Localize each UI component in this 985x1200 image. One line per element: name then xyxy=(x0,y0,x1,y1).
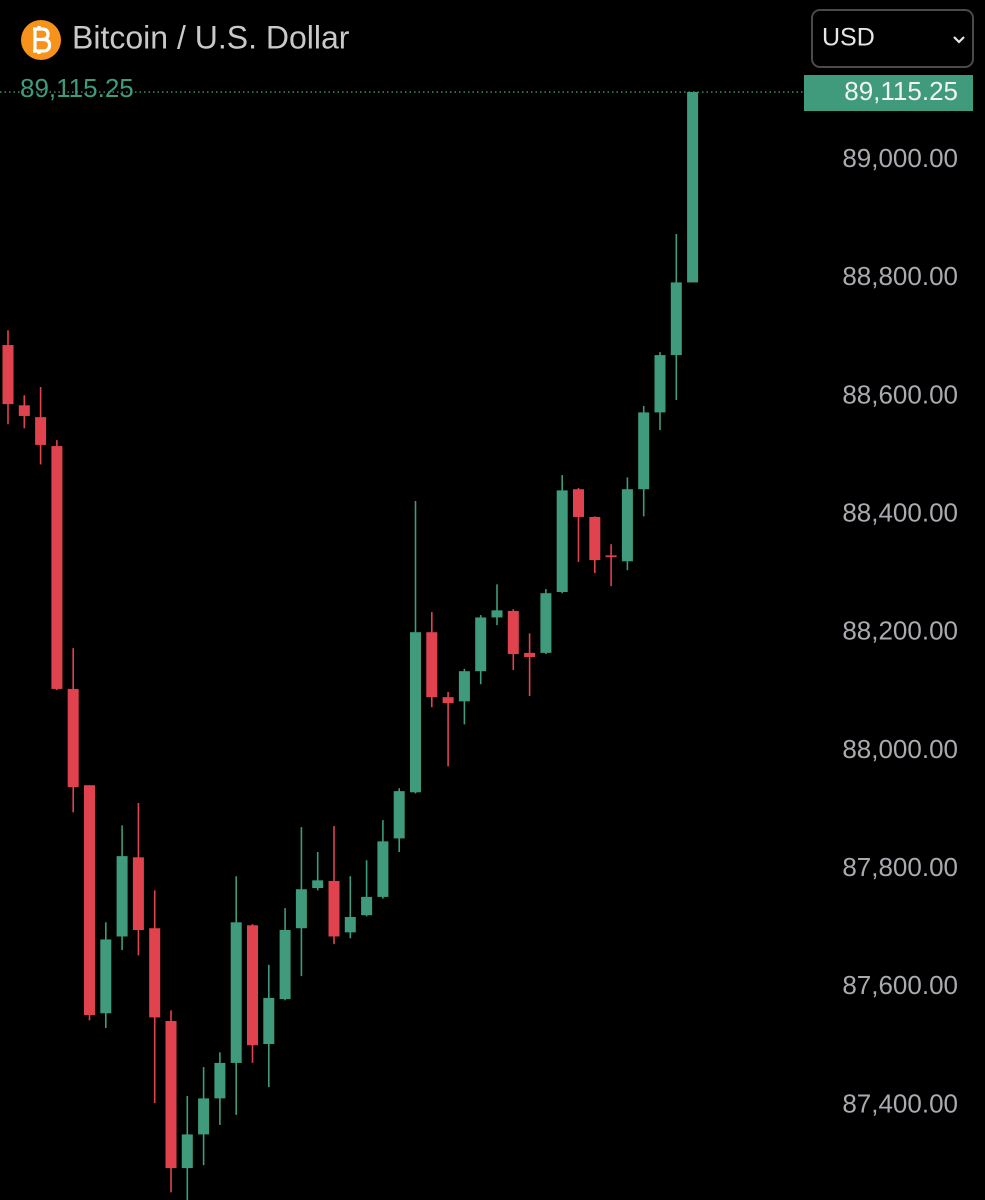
candle-body xyxy=(458,671,470,702)
candle-body xyxy=(198,1098,210,1135)
chevron[interactable] xyxy=(953,36,965,44)
candle-body xyxy=(589,516,601,561)
candle-body xyxy=(67,688,79,788)
candle-body xyxy=(573,489,584,517)
candle-body xyxy=(84,785,95,1016)
candle-body xyxy=(2,345,14,405)
candle-body xyxy=(181,1134,193,1169)
y-tick-label: 87,600.00 xyxy=(842,970,958,1000)
candle-body xyxy=(149,928,161,1018)
candle-body xyxy=(540,593,552,653)
candle-body xyxy=(100,939,112,1014)
candle-body xyxy=(377,841,389,897)
candle-body xyxy=(605,555,617,558)
y-tick-label: 88,600.00 xyxy=(842,379,958,409)
candle-body xyxy=(393,791,405,839)
plot-area: 87,400.00 87,600.00 87,800.00 88,000.00 88,2… xyxy=(0,73,973,1200)
last-price-left-label: 89,115.25 xyxy=(20,73,134,103)
candle-body xyxy=(654,355,666,413)
candle-body xyxy=(507,610,519,655)
candle-body xyxy=(524,652,536,658)
candle-body xyxy=(475,617,487,672)
candle-body xyxy=(230,922,242,1063)
last-price-tag-label: 89,115.25 xyxy=(844,76,958,106)
candle-body xyxy=(312,880,324,889)
candle-body xyxy=(165,1020,177,1169)
bitcoin-icon xyxy=(21,20,61,60)
candle-body xyxy=(116,856,128,937)
currency-label[interactable]: USD xyxy=(822,24,875,52)
y-tick-label: 88,400.00 xyxy=(842,497,958,527)
candle-body xyxy=(442,697,454,704)
last-price-tag xyxy=(804,75,973,112)
candle-body xyxy=(279,929,291,1000)
candle-body xyxy=(247,925,258,1046)
candle-body xyxy=(621,489,633,562)
currency-select[interactable]: USD xyxy=(811,9,974,68)
candle-body xyxy=(263,997,275,1045)
candle-body xyxy=(35,417,47,445)
candle-body xyxy=(344,916,356,933)
candle-body xyxy=(491,610,503,618)
candle-body xyxy=(295,889,307,929)
candle-body xyxy=(638,412,650,490)
y-tick-label: 87,800.00 xyxy=(842,852,958,882)
y-tick-label: 89,000.00 xyxy=(842,143,958,173)
y-tick-label: 87,400.00 xyxy=(842,1088,958,1118)
y-tick-label: 88,200.00 xyxy=(842,616,958,646)
y-tick-label: 88,800.00 xyxy=(842,261,958,291)
candle-body xyxy=(18,405,30,416)
header: Bitcoin / U.S. Dollar USD xyxy=(21,9,974,68)
candle-body xyxy=(132,857,144,930)
currency-select-box[interactable] xyxy=(811,9,974,68)
candle-body xyxy=(410,632,421,793)
candle-body xyxy=(214,1062,226,1099)
candle-body xyxy=(670,282,682,356)
candle-body xyxy=(556,490,568,593)
candle-body xyxy=(51,446,63,689)
candle-body xyxy=(687,92,699,283)
candle-body xyxy=(426,632,438,698)
candle-body xyxy=(361,896,373,916)
chart-title: Bitcoin / U.S. Dollar xyxy=(72,19,350,55)
candle-body xyxy=(328,880,340,937)
y-tick-label: 88,000.00 xyxy=(842,734,958,764)
